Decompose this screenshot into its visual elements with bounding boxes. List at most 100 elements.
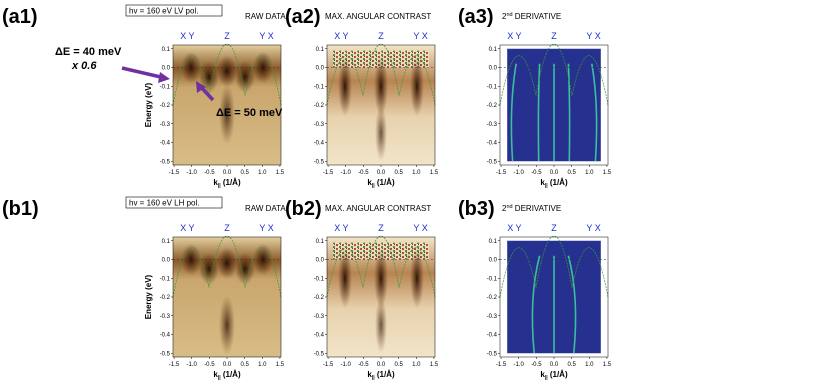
y-tick-label: 0.0 xyxy=(162,258,171,264)
dispersion-line xyxy=(591,63,598,162)
y-tick-label: -0.5 xyxy=(160,159,171,165)
y-tick-label: -0.3 xyxy=(314,122,325,128)
y-tick-label: 0.1 xyxy=(162,47,171,53)
band xyxy=(235,60,255,93)
x-tick-label: 0.5 xyxy=(240,362,249,368)
symmetry-label: Z xyxy=(224,31,230,41)
x-tick-label: 1.5 xyxy=(603,362,612,368)
x-tick-label: 1.5 xyxy=(276,170,285,176)
annotation: x 0.6 xyxy=(71,60,97,72)
calc-band xyxy=(499,236,609,298)
k-unit: (1/Å) xyxy=(221,370,241,379)
band xyxy=(199,252,219,285)
y-tick-label: 0.1 xyxy=(316,239,325,245)
y-tick-label: -0.3 xyxy=(314,314,325,320)
symmetry-label: X Y xyxy=(180,223,194,233)
symmetry-label: X Y xyxy=(507,223,521,233)
y-axis-label: Energy (eV) xyxy=(144,82,153,127)
dispersion-line xyxy=(510,63,517,162)
y-tick-label: 0.0 xyxy=(489,258,498,264)
x-tick-label: -1.0 xyxy=(341,362,352,368)
title-sup: nd xyxy=(506,12,512,18)
x-tick-label: -1.0 xyxy=(341,170,352,176)
symmetry-label: Z xyxy=(378,31,384,41)
x-tick-label: 0.5 xyxy=(240,170,249,176)
x-axis-label: k|| (1/Å) xyxy=(213,178,241,189)
x-axis-label: k|| (1/Å) xyxy=(367,370,395,381)
x-tick-label: -0.5 xyxy=(358,170,369,176)
band xyxy=(338,56,352,117)
k-sub: || xyxy=(545,183,548,189)
x-tick-label: 1.0 xyxy=(412,362,421,368)
symmetry-label: Z xyxy=(551,223,557,233)
y-tick-label: -0.4 xyxy=(314,333,325,339)
x-axis-label: k|| (1/Å) xyxy=(540,178,568,189)
band xyxy=(219,84,235,145)
y-tick-label: -0.1 xyxy=(487,276,498,282)
y-tick-label: -0.2 xyxy=(487,103,498,109)
symmetry-label: X Y xyxy=(180,31,194,41)
x-tick-label: -0.5 xyxy=(531,170,542,176)
k-unit: (1/Å) xyxy=(221,178,241,187)
x-axis-label: k|| (1/Å) xyxy=(367,178,395,189)
x-tick-label: 0.5 xyxy=(567,362,576,368)
k: k xyxy=(213,370,218,379)
k-sub: || xyxy=(218,183,221,189)
y-tick-label: -0.5 xyxy=(487,159,498,165)
panel: (b1) hv = 160 eV LH pol. RAW DATA X Y Z Y X -1… xyxy=(2,196,286,381)
panel-title: 2nd DERIVATIVE xyxy=(502,204,561,213)
dispersion-line xyxy=(531,255,541,354)
band xyxy=(410,248,424,309)
y-tick-label: -0.3 xyxy=(160,314,171,320)
calc-band xyxy=(326,44,436,106)
panel-label: (b2) xyxy=(285,198,322,220)
panel: (a2) MAX. ANGULAR CONTRAST X Y Z Y X -1.5 -1.0… xyxy=(285,6,439,189)
y-tick-label: -0.5 xyxy=(314,159,325,165)
title-rest: DERIVATIVE xyxy=(513,12,562,21)
k-sub: || xyxy=(218,375,221,381)
k-unit: (1/Å) xyxy=(375,178,395,187)
x-tick-label: 0.5 xyxy=(394,170,403,176)
k-unit: (1/Å) xyxy=(548,178,568,187)
y-tick-label: -0.1 xyxy=(160,84,171,90)
annotation-arrows xyxy=(121,66,215,102)
calc-band xyxy=(172,44,282,106)
panel-label: (a2) xyxy=(285,6,321,28)
band xyxy=(374,248,388,309)
x-tick-label: 1.5 xyxy=(276,362,285,368)
symmetry-label: X Y xyxy=(507,31,521,41)
title-main: 2 xyxy=(502,12,507,21)
y-tick-label: -0.4 xyxy=(487,333,498,339)
panel: (a1) hv = 160 eV LV pol. RAW DATA X Y Z Y X -1… xyxy=(2,4,286,189)
panel-label: (a1) xyxy=(2,6,38,28)
calc-band xyxy=(499,44,609,106)
y-tick-label: -0.4 xyxy=(487,141,498,147)
y-tick-label: -0.5 xyxy=(160,351,171,357)
x-tick-label: -1.5 xyxy=(496,362,507,368)
info-box xyxy=(125,4,223,17)
panel-title: MAX. ANGULAR CONTRAST xyxy=(325,204,431,213)
x-axis-label: k|| (1/Å) xyxy=(213,370,241,381)
y-tick-label: -0.4 xyxy=(314,141,325,147)
y-tick-label: -0.3 xyxy=(160,122,171,128)
panel: (b3) 2nd DERIVATIVE X Y Z Y X -1.5 -1.0 -0.5 0.0… xyxy=(458,198,612,381)
x-tick-label: -1.5 xyxy=(496,170,507,176)
y-tick-label: 0.1 xyxy=(162,239,171,245)
y-tick-label: -0.4 xyxy=(160,333,171,339)
symmetry-label: Z xyxy=(378,223,384,233)
x-tick-label: 1.5 xyxy=(430,362,439,368)
y-tick-label: -0.5 xyxy=(314,351,325,357)
k: k xyxy=(367,178,372,187)
dispersion-line xyxy=(567,63,571,162)
x-tick-label: 1.5 xyxy=(603,170,612,176)
x-tick-label: 0.0 xyxy=(377,362,386,368)
x-tick-label: -1.0 xyxy=(514,170,525,176)
x-tick-label: 0.5 xyxy=(394,362,403,368)
symmetry-label: Y X xyxy=(413,31,427,41)
x-tick-label: 0.0 xyxy=(377,170,386,176)
y-tick-label: -0.1 xyxy=(314,276,325,282)
x-tick-label: 1.0 xyxy=(258,362,267,368)
y-tick-label: -0.2 xyxy=(160,103,171,109)
k: k xyxy=(367,370,372,379)
